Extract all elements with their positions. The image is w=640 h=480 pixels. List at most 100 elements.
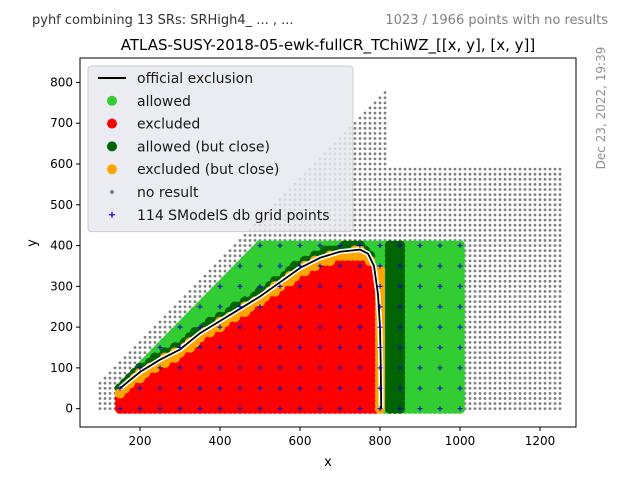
point-no-result [393,208,397,212]
point-no-result [543,249,547,253]
point-no-result [368,233,372,237]
point-no-result [363,132,367,135]
point-no-result [383,223,387,227]
db-grid-point [277,365,283,371]
point-no-result [443,208,447,212]
point-no-result [443,198,447,202]
db-grid-point [117,385,123,391]
point-no-result [498,290,502,293]
point-no-result [393,167,397,171]
point-no-result [393,218,397,222]
point-no-result [533,284,537,288]
point-no-result [473,193,477,196]
legend: official exclusionallowedexcludedallowed… [87,65,354,233]
point-no-result [363,203,367,207]
point-no-result [353,188,357,191]
point-no-result [538,279,542,283]
point-no-result [513,290,517,293]
point-no-result [448,198,452,202]
point-no-result [508,218,512,222]
point-no-result [483,381,487,385]
point-no-result [458,167,462,171]
point-no-result [493,315,497,319]
point-no-result [503,167,507,171]
point-no-result [408,182,412,186]
point-no-result [508,295,512,298]
point-no-result [518,356,522,360]
db-grid-point [437,365,443,371]
point-no-result [243,244,247,247]
point-no-result [518,305,522,309]
point-no-result [488,167,492,171]
point-no-result [118,361,122,365]
point-no-result [483,376,487,380]
db-grid-point [217,406,223,412]
point-no-result [383,193,387,196]
point-no-result [503,371,507,375]
point-no-result [413,218,417,222]
point-no-result [493,254,497,258]
point-no-result [548,407,552,411]
point-no-result [558,198,562,202]
point-no-result [543,371,547,375]
point-no-result [553,223,557,227]
point-no-result [383,111,387,115]
point-no-result [193,295,197,298]
point-no-result [373,208,377,212]
point-no-result [513,244,517,247]
point-no-result [558,351,562,354]
point-no-result [353,233,357,237]
point-no-result [368,228,372,232]
point-no-result [473,315,477,319]
point-no-result [503,213,507,217]
point-no-result [378,96,382,100]
x-tick-label: 1000 [445,434,476,448]
db-grid-point [397,344,403,350]
point-no-result [503,295,507,298]
point-no-result [473,351,477,354]
point-no-result [208,269,212,273]
point-no-result [483,269,487,273]
point-no-result [518,397,522,400]
point-no-result [543,340,547,344]
point-no-result [488,335,492,339]
point-no-result [518,402,522,405]
point-no-result [463,203,467,207]
point-no-result [468,254,472,258]
point-no-result [383,147,387,151]
point-no-result [448,188,452,191]
point-no-result [373,167,377,171]
point-no-result [473,259,477,263]
point-no-result [528,233,532,237]
point-no-result [503,218,507,222]
point-no-result [488,290,492,293]
point-no-result [253,239,257,242]
point-no-result [558,290,562,293]
db-grid-point [277,385,283,391]
point-no-result [523,295,527,298]
db-grid-point [457,406,463,412]
point-no-result [483,167,487,171]
db-grid-point [397,283,403,289]
point-no-result [553,361,557,365]
point-no-result [558,407,562,411]
point-no-result [528,371,532,375]
point-no-result [523,381,527,385]
point-no-result [373,193,377,196]
point-no-result [358,126,362,130]
point-no-result [383,182,387,186]
point-no-result [528,376,532,380]
x-axis-label: x [324,455,332,470]
point-no-result [398,208,402,212]
point-no-result [473,366,477,370]
point-no-result [518,167,522,171]
point-no-result [533,274,537,278]
point-no-result [548,274,552,278]
point-no-result [428,213,432,217]
point-no-result [478,228,482,232]
db-grid-point [317,344,323,350]
point-no-result [533,300,537,304]
point-no-result [468,198,472,202]
point-no-result [518,335,522,339]
point-no-result [543,290,547,293]
